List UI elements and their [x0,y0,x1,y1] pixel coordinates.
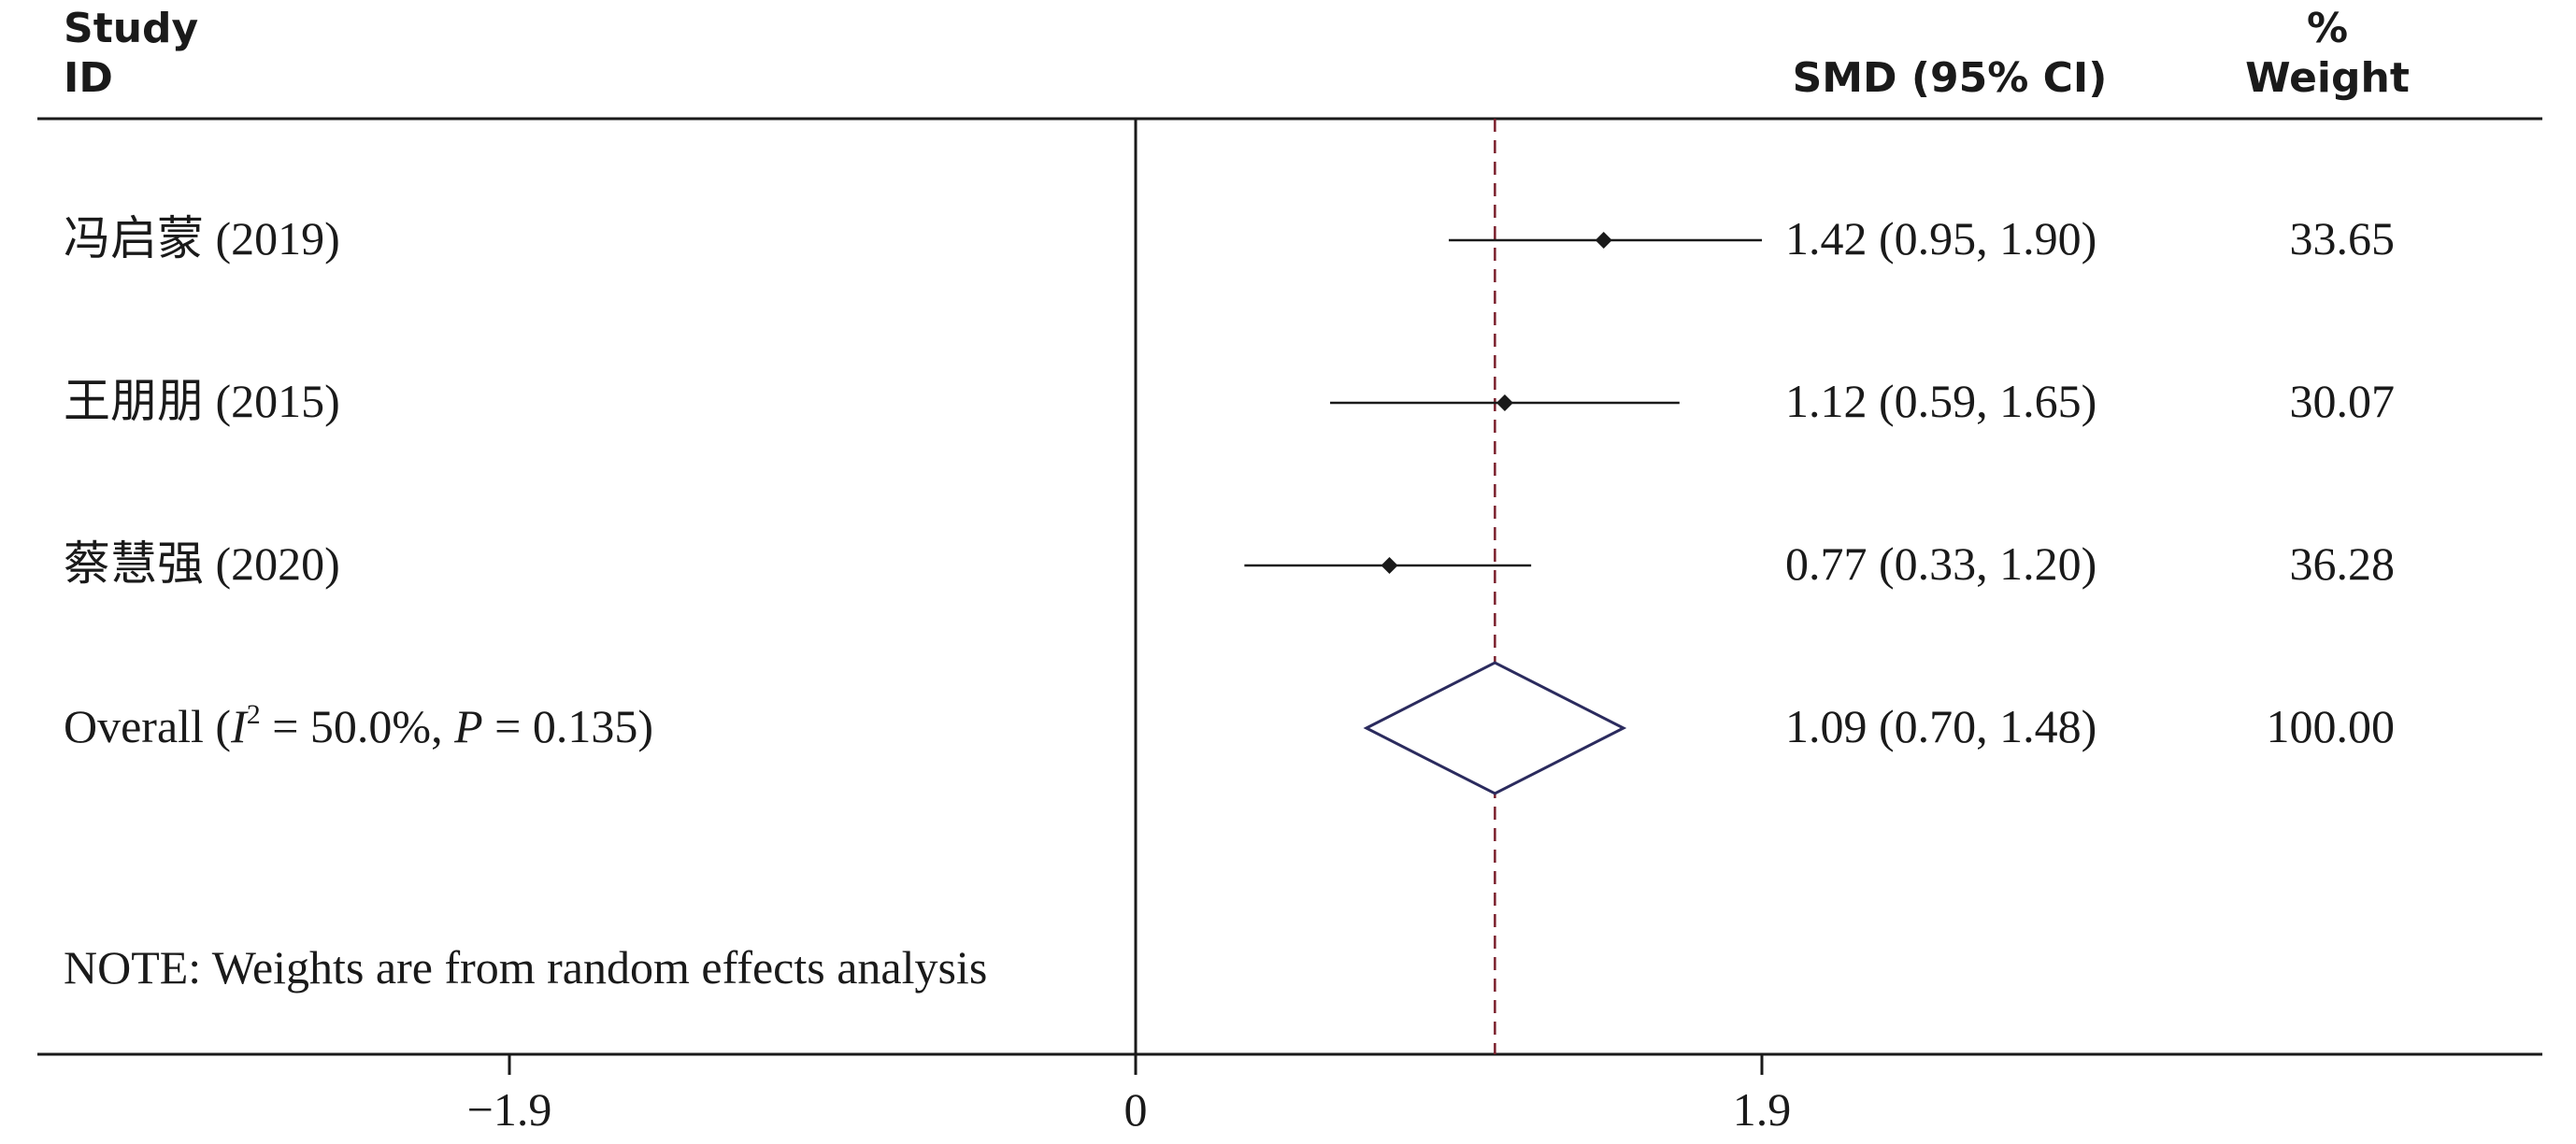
study-ci-text: 1.12 (0.59, 1.65) [1785,375,2097,427]
x-tick-label: −1.9 [467,1083,552,1136]
overall-diamond [1363,661,1627,795]
study-row: 王朋朋 (2015) 1.12 (0.59, 1.65) 30.07 [64,375,2395,427]
study-ci-text: 0.77 (0.33, 1.20) [1785,537,2097,590]
x-tick-label: 1.9 [1733,1083,1792,1136]
study-point-estimate [1595,232,1612,249]
study-weight: 33.65 [2290,212,2396,265]
x-tick-label: 0 [1124,1083,1148,1136]
header-id: ID [64,54,113,102]
header-weight: Weight [2245,54,2410,102]
study-ci-text: 1.42 (0.95, 1.90) [1785,212,2097,265]
footnote: NOTE: Weights are from random effects an… [64,941,987,994]
study-point-estimate [1381,557,1398,574]
study-row: 蔡慧强 (2020) 0.77 (0.33, 1.20) 36.28 [64,537,2395,590]
study-weight: 30.07 [2290,375,2396,427]
overall-row: Overall (I2 = 50.0%, P = 0.135) 1.09 (0.… [64,661,2396,795]
overall-weight: 100.00 [2267,700,2396,752]
study-weight: 36.28 [2290,537,2396,590]
study-label: 王朋朋 (2015) [64,375,340,427]
overall-label: Overall (I2 = 50.0%, P = 0.135) [64,699,653,752]
study-point-estimate [1496,394,1513,411]
study-label: 蔡慧强 (2020) [64,537,340,590]
overall-ci-text: 1.09 (0.70, 1.48) [1785,700,2097,752]
header-study: Study [64,5,198,52]
study-row: 冯启蒙 (2019) 1.42 (0.95, 1.90) 33.65 [64,212,2395,265]
header-effect: SMD (95% CI) [1793,54,2108,102]
header-weight-symbol: % [2307,5,2348,52]
x-axis-ticks: −1.9 0 1.9 [467,1054,1792,1136]
study-label: 冯启蒙 (2019) [64,212,340,265]
